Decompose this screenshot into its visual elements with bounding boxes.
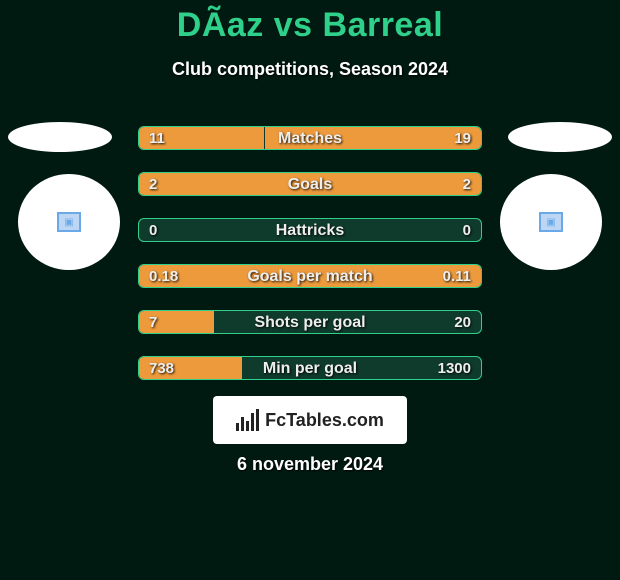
comparison-title: DÃ­az vs Barreal — [0, 0, 620, 45]
stat-row: Min per goal738 1300 — [138, 356, 482, 380]
stat-label: Min per goal — [139, 357, 481, 380]
player-right-avatar-placeholder: ▣ — [500, 174, 602, 270]
stat-label: Matches — [139, 127, 481, 150]
stat-value-right: 0.11 — [443, 265, 471, 288]
stat-value-right: 20 — [454, 311, 471, 334]
stats-bars-container: Matches11 19 Goals2 2 Hattricks0 0 Goals per m… — [138, 126, 482, 402]
stat-value-left: 0.18 — [149, 265, 178, 288]
stat-row: Goals per match0.18 0.11 — [138, 264, 482, 288]
logo-bars-icon — [236, 409, 259, 431]
stat-label: Shots per goal — [139, 311, 481, 334]
image-placeholder-icon: ▣ — [539, 212, 563, 232]
comparison-subtitle: Club competitions, Season 2024 — [0, 59, 620, 80]
stat-value-right: 1300 — [438, 357, 471, 380]
stat-value-left: 11 — [149, 127, 165, 150]
stat-row: Hattricks0 0 — [138, 218, 482, 242]
stat-label: Hattricks — [139, 219, 481, 242]
stat-label: Goals per match — [139, 265, 481, 288]
image-placeholder-icon: ▣ — [57, 212, 81, 232]
stat-row: Shots per goal7 20 — [138, 310, 482, 334]
stat-value-right: 19 — [454, 127, 471, 150]
player-right-ellipse — [508, 122, 612, 152]
stat-value-left: 2 — [149, 173, 157, 196]
stat-value-right: 2 — [463, 173, 471, 196]
player-left-avatar-placeholder: ▣ — [18, 174, 120, 270]
stat-value-right: 0 — [463, 219, 471, 242]
stat-label: Goals — [139, 173, 481, 196]
stat-row: Matches11 19 — [138, 126, 482, 150]
stat-value-left: 7 — [149, 311, 157, 334]
footer-date: 6 november 2024 — [0, 454, 620, 475]
stat-row: Goals2 2 — [138, 172, 482, 196]
stat-value-left: 738 — [149, 357, 174, 380]
logo-text: FcTables.com — [265, 410, 384, 431]
fctables-logo: FcTables.com — [213, 396, 407, 444]
stat-value-left: 0 — [149, 219, 157, 242]
player-left-ellipse — [8, 122, 112, 152]
